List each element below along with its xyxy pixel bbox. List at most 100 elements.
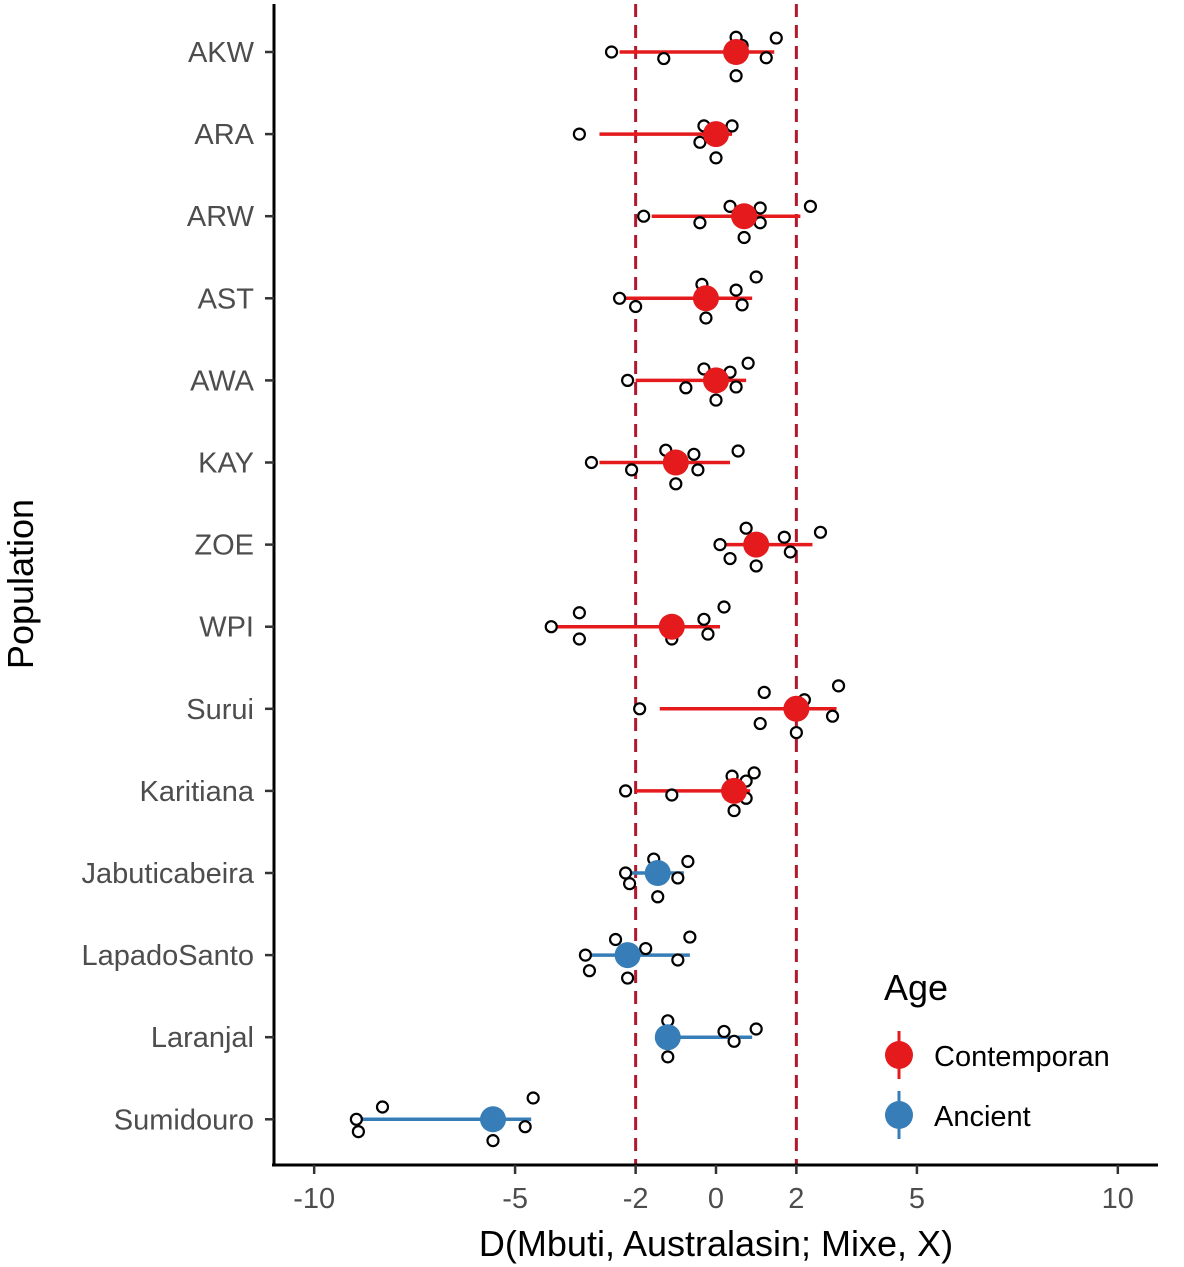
replicate-point — [725, 119, 739, 133]
mean-point — [479, 1106, 506, 1133]
mean-point — [743, 531, 770, 558]
replicate-point — [526, 1091, 540, 1105]
replicate-point — [813, 525, 828, 539]
mean-point — [654, 1024, 681, 1051]
y-tick-label: Laranjal — [151, 1022, 254, 1054]
replicate-point — [717, 1024, 731, 1039]
mean-point — [703, 121, 729, 148]
y-tick-label: WPI — [199, 612, 254, 644]
legend-label: Ancient — [934, 1101, 1031, 1133]
replicate-point — [518, 1120, 532, 1134]
mean-point — [783, 695, 810, 722]
replicate-point — [681, 854, 695, 869]
replicate-point — [747, 766, 761, 780]
population-row-arw — [637, 199, 818, 245]
replicate-point — [620, 373, 635, 387]
replicate-point — [709, 393, 723, 407]
replicate-point — [753, 201, 767, 215]
replicate-point — [739, 521, 753, 535]
replicate-point — [683, 930, 697, 944]
mean-point — [614, 942, 641, 969]
x-tick-label: 0 — [708, 1183, 724, 1215]
population-row-jabuticabeira — [618, 852, 695, 904]
replicate-point — [783, 545, 797, 559]
population-row-laranjal — [654, 1014, 763, 1064]
legend-entry: Contemporan — [885, 1031, 1110, 1079]
x-tick-label: -5 — [502, 1183, 528, 1215]
replicate-point — [735, 298, 749, 312]
replicate-point — [749, 1022, 763, 1036]
x-tick-label: 10 — [1102, 1183, 1134, 1215]
replicate-point — [572, 606, 586, 620]
data-series-layer — [349, 30, 846, 1148]
x-axis-ticks: -10 -5 -2 0 2 5 10 — [293, 1165, 1134, 1215]
replicate-point — [723, 199, 737, 213]
replicate-point — [777, 530, 791, 544]
population-row-ast — [612, 270, 763, 325]
replicate-point — [749, 270, 763, 284]
x-axis-title: D(Mbuti, Australasin; Mixe, X) — [479, 1223, 953, 1264]
replicate-point — [729, 69, 743, 83]
population-row-karitiana — [618, 766, 761, 818]
population-row-zoe — [713, 521, 828, 573]
replicate-point — [578, 948, 593, 962]
replicate-point — [727, 1034, 741, 1048]
replicate-point — [651, 890, 665, 904]
y-tick-label: Surui — [186, 694, 254, 726]
replicate-point — [737, 230, 751, 245]
replicate-point — [831, 679, 846, 693]
y-tick-label: KAY — [198, 448, 254, 480]
replicate-point — [697, 612, 711, 626]
population-row-akw — [604, 30, 783, 83]
replicate-point — [803, 199, 818, 213]
replicate-point — [671, 953, 685, 967]
population-row-sumidouro — [349, 1091, 540, 1148]
replicate-point — [349, 1112, 363, 1126]
legend-label: Contemporan — [934, 1041, 1110, 1073]
legend-title: Age — [884, 967, 948, 1008]
replicate-point — [351, 1124, 365, 1139]
mean-point — [662, 449, 689, 476]
population-row-lapadosanto — [578, 930, 697, 985]
mean-point — [723, 39, 750, 65]
legend-entry: Ancient — [885, 1091, 1031, 1139]
replicate-point — [789, 725, 803, 740]
mean-point — [644, 860, 671, 886]
replicate-point — [825, 709, 840, 723]
replicate-point — [713, 537, 727, 552]
replicate-point — [604, 45, 619, 59]
population-row-wpi — [544, 600, 731, 646]
y-tick-label: LapadoSanto — [81, 940, 254, 972]
mean-point — [692, 285, 719, 312]
replicate-point — [701, 627, 715, 641]
population-row-surui — [633, 679, 846, 740]
y-tick-label: ARA — [194, 119, 254, 151]
replicate-point — [749, 559, 763, 573]
replicate-point — [717, 600, 731, 614]
x-tick-label: 5 — [909, 1183, 925, 1215]
replicate-point — [693, 216, 707, 230]
replicate-point — [687, 447, 701, 461]
x-tick-label: -2 — [623, 1183, 649, 1215]
legend-key-dot — [885, 1101, 913, 1129]
replicate-point — [572, 632, 586, 646]
replicate-point — [661, 1050, 675, 1064]
legend: Age Contemporan Ancient — [884, 967, 1110, 1139]
replicate-point — [608, 932, 623, 947]
replicate-point — [759, 51, 773, 65]
legend-items: Contemporan Ancient — [885, 1031, 1110, 1139]
replicate-point — [582, 964, 597, 978]
replicate-point — [727, 803, 741, 818]
replicate-point — [723, 551, 737, 566]
replicate-point — [486, 1134, 500, 1148]
y-axis-ticks: AKW ARA ARW AST AWA KAY ZOE WPI Surui Karitiana Ja… — [81, 37, 274, 1136]
replicate-point — [679, 381, 693, 395]
replicate-point — [709, 151, 723, 165]
x-tick-label: -10 — [293, 1183, 335, 1215]
replicate-point — [629, 299, 643, 314]
replicate-point — [657, 51, 671, 66]
replicate-point — [669, 477, 683, 491]
replicate-point — [618, 866, 633, 880]
reference-lines — [634, 4, 798, 1165]
replicate-point — [665, 788, 679, 802]
